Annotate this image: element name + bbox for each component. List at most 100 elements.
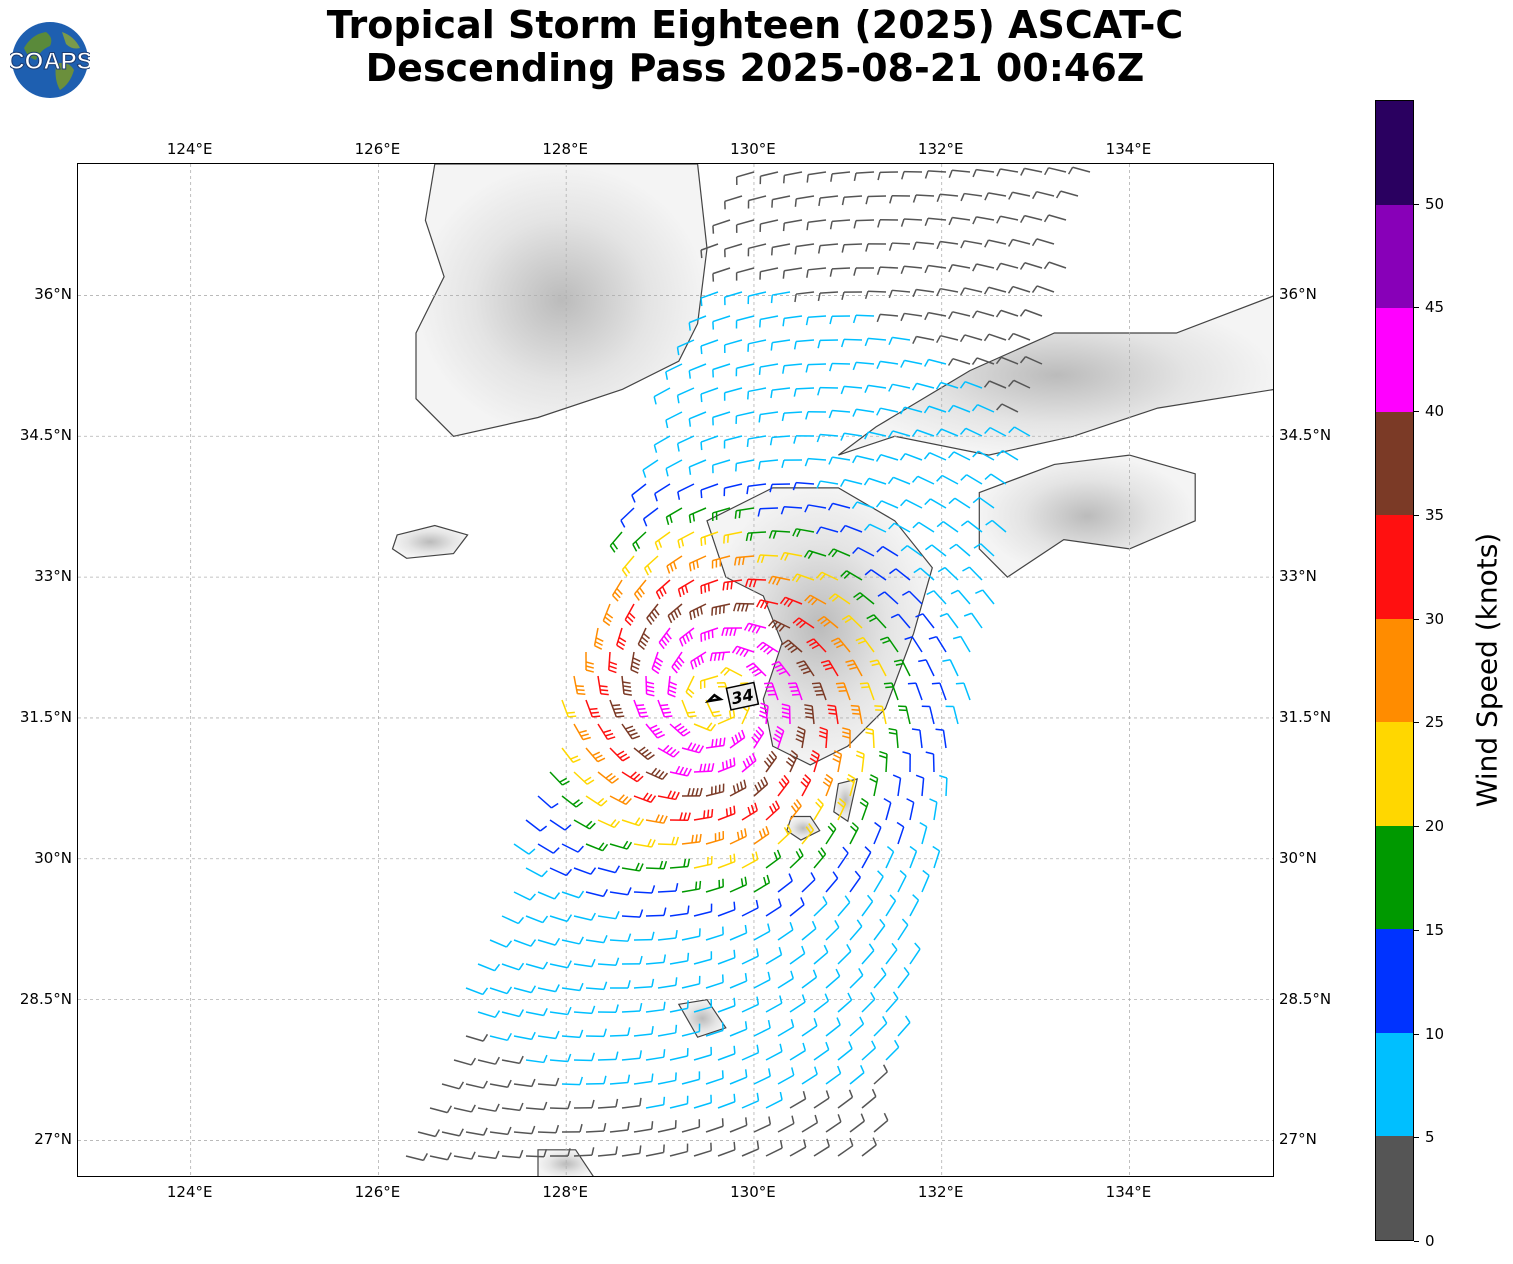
wind-barb	[597, 1004, 619, 1013]
lon-tick-bottom: 124°E	[166, 1183, 213, 1201]
wind-barb	[669, 905, 690, 917]
wind-barb	[453, 1104, 476, 1113]
wind-barb	[585, 699, 601, 718]
wind-barb	[923, 405, 947, 414]
wind-barb	[681, 975, 701, 989]
wind-barb	[777, 1018, 795, 1037]
wind-barb	[853, 219, 875, 229]
wind-barb	[585, 651, 594, 673]
wind-barb	[645, 907, 667, 917]
wind-barb	[909, 942, 921, 965]
wind-barb	[669, 812, 691, 822]
wind-barb	[960, 287, 983, 296]
wind-barb	[1019, 309, 1043, 317]
wind-barb	[477, 963, 501, 972]
globe-icon: COAPS	[7, 22, 93, 98]
wind-barb	[864, 290, 887, 300]
wind-barb	[888, 727, 899, 749]
wind-barb	[837, 944, 852, 965]
wind-barb	[642, 507, 659, 527]
wind-barb	[597, 1051, 619, 1061]
wind-barb	[646, 603, 660, 625]
wind-barb	[972, 216, 995, 225]
wind-barb	[525, 1054, 548, 1064]
wind-barb	[1043, 261, 1067, 270]
lat-tick-right: 33°N	[1279, 567, 1317, 586]
wind-barb	[609, 1122, 630, 1133]
wind-barb	[849, 1065, 865, 1085]
wind-barb	[705, 974, 724, 989]
wind-barb	[789, 799, 802, 821]
wind-barb	[789, 994, 806, 1013]
wind-barb	[791, 573, 815, 583]
wind-barb	[693, 1094, 712, 1109]
wind-barb	[782, 363, 803, 374]
lat-tick-left: 33°N	[34, 567, 72, 586]
wind-barb	[873, 967, 887, 989]
center-label-text: 34	[730, 685, 756, 708]
wind-barb	[837, 846, 849, 869]
wind-barb	[851, 501, 875, 510]
wind-barb	[861, 1088, 877, 1109]
wind-barb	[633, 1026, 654, 1037]
wind-barb	[782, 267, 803, 279]
wind-barb	[700, 339, 719, 355]
wind-barb	[597, 723, 616, 740]
wind-barb	[1055, 190, 1079, 199]
wind-barb	[935, 428, 959, 437]
wind-barb	[817, 615, 839, 629]
wind-barb	[1020, 167, 1043, 176]
wind-barb	[513, 1125, 536, 1135]
wind-barb	[681, 1023, 701, 1037]
wind-barb	[782, 171, 803, 184]
colorbar-segment	[1376, 101, 1413, 205]
wind-barb	[876, 266, 899, 275]
wind-barb	[794, 243, 815, 255]
wind-barb	[685, 675, 695, 698]
wind-barb	[597, 957, 620, 967]
wind-barb	[959, 381, 983, 389]
wind-barb	[813, 1090, 830, 1109]
wind-barb	[765, 1140, 783, 1157]
wind-barb	[901, 170, 923, 180]
wind-barb	[932, 845, 941, 869]
wind-barb	[729, 924, 748, 941]
wind-barb	[885, 845, 895, 869]
wind-barb	[899, 406, 923, 415]
wind-barb	[779, 596, 803, 608]
colorbar-tick-label: 35	[1425, 505, 1445, 524]
wind-barb	[949, 543, 971, 557]
wind-barb	[900, 218, 923, 227]
wind-barb	[777, 774, 790, 797]
wind-barb	[688, 411, 707, 427]
wind-barb	[948, 264, 971, 273]
land-layer	[391, 164, 1273, 1176]
wind-barb	[585, 795, 608, 807]
wind-barb	[712, 459, 731, 474]
wind-barb	[489, 1079, 512, 1088]
wind-barb	[677, 483, 695, 500]
wind-barb	[909, 845, 918, 869]
wind-barb	[573, 723, 591, 741]
wind-barb	[888, 242, 911, 251]
colorbar-tick-label: 0	[1425, 1232, 1435, 1250]
wind-barb	[705, 1070, 724, 1085]
wind-barb	[816, 480, 839, 489]
wind-barb	[897, 1015, 911, 1037]
wind-barb	[758, 459, 779, 470]
wind-barb	[924, 544, 947, 557]
wind-barb	[816, 433, 839, 443]
wind-barb	[897, 870, 907, 893]
wind-barb	[852, 361, 875, 371]
wind-barb	[771, 195, 791, 208]
wind-barb	[809, 749, 820, 773]
wind-barb	[405, 1153, 429, 1162]
wind-barb	[883, 797, 892, 821]
lat-tick-right: 34.5°N	[1279, 426, 1332, 445]
wind-barb	[936, 334, 959, 344]
wind-barb	[513, 891, 536, 901]
wind-barb	[815, 571, 839, 581]
wind-barb	[657, 744, 680, 758]
colorbar-segment	[1376, 1032, 1413, 1137]
wind-barb	[765, 800, 780, 821]
